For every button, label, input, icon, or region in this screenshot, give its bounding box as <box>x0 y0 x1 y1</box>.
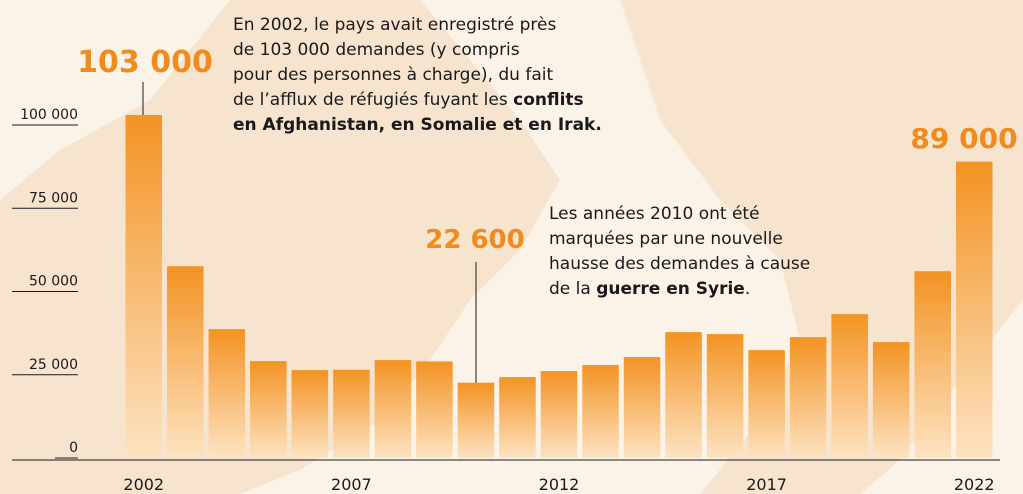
bar <box>872 342 910 458</box>
annotation-text: hausse des demandes à cause <box>549 254 810 274</box>
annotation-line: en Afghanistan, en Somalie et en Irak. <box>233 115 602 135</box>
bar <box>955 161 993 458</box>
annotation-line: Les années 2010 ont été <box>549 204 760 224</box>
annotation-text: en Afghanistan, en Somalie et en Irak. <box>233 115 602 135</box>
x-tick-label: 2007 <box>331 475 372 494</box>
annotation-line: de la guerre en Syrie. <box>549 279 750 299</box>
annotation-line: pour des personnes à charge), du fait <box>233 65 553 85</box>
bar <box>416 361 453 458</box>
annotation-text: conflits <box>513 90 584 110</box>
bar <box>582 365 619 458</box>
annotation-text: de 103 000 demandes (y compris <box>233 40 520 60</box>
value-label: 103 000 <box>77 45 213 80</box>
bar <box>250 361 287 458</box>
annotation-line: En 2002, le pays avait enregistré près <box>233 15 556 35</box>
x-tick-label: 2022 <box>954 475 995 494</box>
x-tick-label: 2017 <box>746 475 787 494</box>
bar <box>665 332 702 458</box>
y-tick-label: 0 <box>69 440 78 456</box>
y-tick-label: 100 000 <box>20 107 78 123</box>
bar <box>540 371 578 458</box>
bar <box>789 337 827 458</box>
annotation-text: . <box>745 279 750 299</box>
bar <box>167 266 204 458</box>
bar <box>208 329 246 458</box>
annotation-line: hausse des demandes à cause <box>549 254 810 274</box>
y-tick-label: 75 000 <box>29 190 78 206</box>
y-tick-label: 50 000 <box>29 274 78 290</box>
x-tick-label: 2002 <box>123 475 164 494</box>
x-tick-label: 2012 <box>539 475 580 494</box>
annotation-text: En 2002, le pays avait enregistré près <box>233 15 556 35</box>
annotation-line: de l’afflux de réfugiés fuyant les confl… <box>233 90 584 110</box>
annotation-text: de l’afflux de réfugiés fuyant les <box>233 90 513 110</box>
annotation-line: de 103 000 demandes (y compris <box>233 40 520 60</box>
annotation-text: Les années 2010 ont été <box>549 204 760 224</box>
bar <box>499 377 536 458</box>
annotation-line: marquées par une nouvelle <box>549 229 783 249</box>
bar <box>914 271 951 458</box>
bar <box>125 115 163 458</box>
bar <box>374 360 412 458</box>
bar <box>706 334 744 458</box>
bar <box>291 370 329 458</box>
bar <box>333 369 370 458</box>
annotation-text: marquées par une nouvelle <box>549 229 783 249</box>
value-label: 89 000 <box>910 122 1017 155</box>
bar <box>457 382 495 458</box>
y-tick-label: 25 000 <box>29 357 78 373</box>
bar <box>748 350 785 458</box>
annotation-text: de la <box>549 279 596 299</box>
value-label: 22 600 <box>425 225 525 255</box>
bar <box>623 357 661 458</box>
annotation-text: guerre en Syrie <box>596 279 745 299</box>
bar <box>831 314 868 458</box>
annotation-text: pour des personnes à charge), du fait <box>233 65 553 85</box>
